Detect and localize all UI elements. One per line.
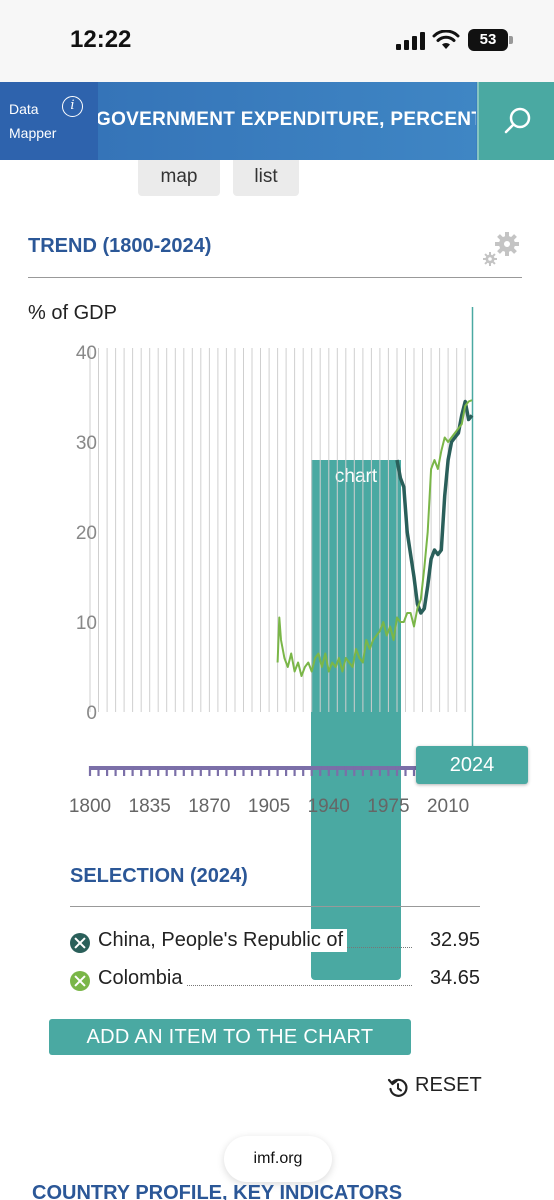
x-tick-label: 1835 — [129, 796, 171, 817]
selection-item-china: China, People's Republic of 32.95 — [70, 929, 480, 959]
app-header: Data Mapper i GOVERNMENT EXPENDITURE, PE… — [0, 82, 554, 160]
tab-list[interactable]: list — [233, 160, 299, 196]
battery-cap — [509, 36, 513, 44]
info-icon[interactable]: i — [62, 96, 83, 117]
divider — [70, 906, 480, 907]
cellular-signal-icon — [396, 32, 425, 50]
y-tick-label: 20 — [76, 523, 97, 544]
view-toggle: map list chart — [0, 160, 554, 980]
tab-chart[interactable]: chart — [311, 460, 401, 980]
status-bar: 12:22 53 — [0, 0, 554, 82]
x-axis-ticks: 1800 1835 1870 1905 1940 1975 2010 — [69, 796, 469, 817]
y-tick-label: 0 — [86, 703, 97, 724]
selected-year-handle[interactable]: 2024 — [416, 746, 528, 784]
selection-title: SELECTION (2024) — [70, 865, 248, 887]
selection-item-value: 34.65 — [423, 967, 480, 990]
x-tick-label: 1905 — [248, 796, 290, 817]
browser-url-bar[interactable]: imf.org — [224, 1136, 332, 1182]
data-mapper-logo[interactable]: Data Mapper i — [0, 82, 98, 160]
wifi-icon — [432, 30, 460, 49]
y-tick-label: 10 — [76, 613, 97, 634]
timeline-slider — [88, 766, 450, 776]
remove-item-icon[interactable] — [70, 971, 90, 991]
battery-icon: 53 — [468, 29, 508, 51]
x-tick-label: 2010 — [427, 796, 469, 817]
indicator-title: GOVERNMENT EXPENDITURE, PERCENT OF GDP — [98, 109, 476, 130]
gear-icon[interactable] — [480, 229, 524, 269]
trend-title: TREND (1800-2024) — [28, 235, 212, 257]
search-icon — [504, 107, 531, 134]
indicator-title-banner[interactable]: GOVERNMENT EXPENDITURE, PERCENT OF GDP — [98, 82, 476, 160]
x-tick-label: 1975 — [367, 796, 409, 817]
chart-grid — [89, 348, 466, 712]
battery-level: 53 — [479, 31, 497, 48]
status-time: 12:22 — [70, 26, 132, 53]
reset-label: RESET — [415, 1074, 482, 1096]
divider — [28, 277, 522, 278]
series-line-colombia[interactable] — [276, 399, 473, 677]
selection-item-colombia: Colombia 34.65 — [70, 967, 480, 997]
timeline-track[interactable] — [90, 766, 420, 770]
selection-item-name: China, People's Republic of — [98, 929, 348, 952]
brand-line-1: Data — [9, 101, 39, 117]
leader-dots — [98, 985, 412, 986]
x-tick-label: 1870 — [188, 796, 230, 817]
y-axis-ticks: 0 10 20 30 40 — [76, 343, 97, 724]
series-line-china[interactable] — [395, 399, 474, 615]
search-button[interactable] — [477, 82, 554, 160]
trend-chart[interactable]: 0 10 20 30 40 1800 1835 1870 1905 1940 1975 2010 — [0, 300, 554, 820]
reset-icon — [387, 1078, 408, 1097]
selection-item-name: Colombia — [98, 967, 187, 990]
selection-item-value: 32.95 — [423, 929, 480, 952]
remove-item-icon[interactable] — [70, 933, 90, 953]
x-tick-label: 1800 — [69, 796, 111, 817]
tab-map[interactable]: map — [138, 160, 220, 196]
chart-series — [276, 399, 474, 677]
add-item-button[interactable]: ADD AN ITEM TO THE CHART — [49, 1019, 411, 1055]
y-tick-label: 30 — [76, 433, 97, 454]
x-tick-label: 1940 — [308, 796, 350, 817]
y-axis-label: % of GDP — [28, 302, 117, 324]
country-profile-heading: COUNTRY PROFILE, KEY INDICATORS — [32, 1182, 403, 1200]
brand-line-2: Mapper — [9, 125, 57, 141]
y-tick-label: 40 — [76, 343, 97, 364]
